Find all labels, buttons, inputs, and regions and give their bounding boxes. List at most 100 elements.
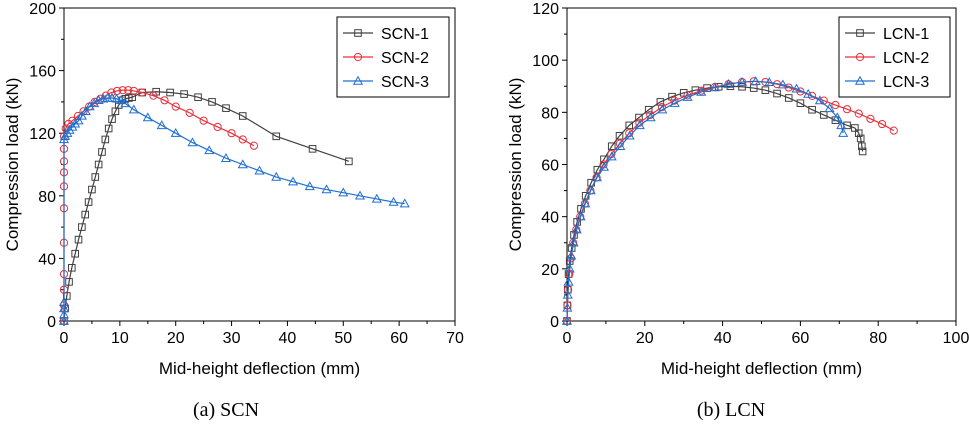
data-point-scn-2 bbox=[238, 135, 247, 144]
x-tick-label: 0 bbox=[60, 330, 69, 347]
data-point-lcn-1 bbox=[858, 142, 866, 151]
x-tick-label: 30 bbox=[223, 330, 241, 347]
series-line-lcn-2 bbox=[566, 80, 895, 322]
y-tick-label: 120 bbox=[29, 126, 56, 143]
data-point-lcn-3 bbox=[764, 77, 775, 87]
data-point-scn-1 bbox=[91, 173, 100, 181]
series-line-scn-1 bbox=[63, 91, 350, 322]
data-point-scn-3 bbox=[76, 110, 87, 120]
data-point-scn-3 bbox=[220, 153, 232, 162]
data-point-lcn-3 bbox=[562, 302, 573, 312]
figure-caption: (b) LCN bbox=[697, 399, 765, 421]
data-point-scn-3 bbox=[58, 134, 70, 144]
data-point-scn-3 bbox=[128, 104, 139, 114]
legend-label: SCN-1 bbox=[381, 26, 429, 43]
data-point-lcn-2 bbox=[670, 96, 679, 105]
legend-label: LCN-1 bbox=[883, 26, 929, 43]
data-point-scn-1 bbox=[74, 235, 83, 244]
data-point-scn-1 bbox=[68, 263, 76, 272]
data-point-scn-3 bbox=[58, 315, 70, 325]
data-point-scn-3 bbox=[399, 198, 410, 208]
data-point-lcn-3 bbox=[803, 88, 814, 98]
data-point-lcn-1 bbox=[644, 105, 653, 114]
data-point-scn-3 bbox=[287, 176, 299, 186]
data-point-scn-3 bbox=[354, 190, 366, 200]
x-tick-label: 0 bbox=[563, 330, 572, 347]
y-tick-label: 200 bbox=[29, 1, 56, 18]
data-point-lcn-3 bbox=[838, 127, 849, 137]
data-point-lcn-2 bbox=[807, 91, 817, 101]
x-tick-label: 50 bbox=[334, 330, 352, 347]
data-point-scn-1 bbox=[81, 210, 90, 219]
data-point-lcn-1 bbox=[615, 132, 624, 140]
legend-label: SCN-2 bbox=[381, 50, 429, 67]
data-point-scn-3 bbox=[237, 159, 248, 169]
data-point-scn-2 bbox=[107, 88, 116, 97]
legend-marker bbox=[855, 52, 865, 62]
data-point-scn-2 bbox=[185, 108, 194, 117]
data-point-lcn-3 bbox=[669, 97, 680, 107]
data-point-lcn-1 bbox=[796, 99, 805, 108]
data-point-scn-1 bbox=[272, 132, 281, 141]
x-tick-label: 40 bbox=[714, 330, 732, 347]
data-point-scn-3 bbox=[67, 121, 78, 131]
data-point-lcn-3 bbox=[568, 237, 579, 247]
data-point-lcn-3 bbox=[606, 151, 617, 161]
data-point-lcn-3 bbox=[645, 112, 656, 122]
data-point-lcn-3 bbox=[682, 91, 693, 101]
data-point-scn-3 bbox=[93, 95, 104, 105]
data-point-lcn-2 bbox=[889, 126, 898, 135]
data-point-scn-3 bbox=[111, 93, 122, 103]
data-point-scn-3 bbox=[338, 187, 349, 197]
data-point-scn-3 bbox=[58, 303, 70, 313]
data-point-lcn-1 bbox=[607, 142, 616, 151]
data-point-lcn-1 bbox=[808, 105, 816, 114]
data-point-lcn-3 bbox=[566, 250, 577, 260]
y-tick-label: 160 bbox=[29, 64, 56, 81]
legend-label: LCN-3 bbox=[883, 74, 929, 91]
data-point-scn-3 bbox=[80, 106, 91, 115]
data-point-scn-3 bbox=[187, 137, 198, 147]
y-tick-label: 120 bbox=[532, 1, 559, 18]
data-point-lcn-2 bbox=[842, 105, 852, 114]
series-line-lcn-1 bbox=[566, 85, 864, 322]
y-tick-label: 0 bbox=[47, 314, 56, 331]
data-point-lcn-1 bbox=[773, 89, 781, 98]
figure-caption: (a) SCN bbox=[193, 399, 259, 421]
data-point-lcn-3 bbox=[571, 224, 582, 234]
data-point-lcn-2 bbox=[831, 100, 840, 110]
x-tick-label: 20 bbox=[167, 330, 185, 347]
data-point-scn-3 bbox=[115, 95, 127, 105]
data-point-scn-1 bbox=[222, 104, 230, 112]
data-point-scn-3 bbox=[170, 127, 181, 137]
data-point-lcn-2 bbox=[796, 87, 805, 96]
data-point-scn-1 bbox=[88, 185, 96, 194]
data-point-scn-3 bbox=[304, 181, 315, 191]
data-point-scn-3 bbox=[388, 196, 399, 206]
data-point-scn-1 bbox=[78, 223, 86, 231]
data-point-scn-2 bbox=[129, 86, 138, 96]
data-point-scn-3 bbox=[106, 92, 118, 102]
data-point-scn-2 bbox=[199, 116, 208, 125]
data-point-lcn-3 bbox=[575, 211, 586, 221]
y-tick-label: 40 bbox=[38, 251, 56, 268]
data-point-lcn-3 bbox=[836, 120, 847, 130]
data-point-lcn-3 bbox=[824, 103, 835, 113]
data-point-scn-3 bbox=[70, 118, 81, 128]
data-point-scn-2 bbox=[213, 122, 222, 132]
x-tick-label: 10 bbox=[111, 330, 129, 347]
y-tick-label: 20 bbox=[541, 262, 559, 279]
legend: LCN-1 LCN-2 LCN-3 bbox=[838, 16, 951, 98]
y-tick-label: 80 bbox=[38, 189, 56, 206]
data-point-lcn-3 bbox=[736, 76, 748, 86]
data-point-lcn-2 bbox=[866, 114, 875, 123]
data-point-scn-1 bbox=[71, 249, 79, 258]
data-point-scn-1 bbox=[208, 98, 216, 106]
data-point-lcn-3 bbox=[634, 120, 645, 130]
x-axis-label: Mid-height deflection (mm) bbox=[159, 359, 360, 378]
data-point-scn-1 bbox=[65, 278, 73, 286]
legend-label: LCN-2 bbox=[883, 50, 929, 67]
data-point-scn-2 bbox=[227, 129, 236, 138]
data-point-scn-3 bbox=[58, 309, 70, 319]
